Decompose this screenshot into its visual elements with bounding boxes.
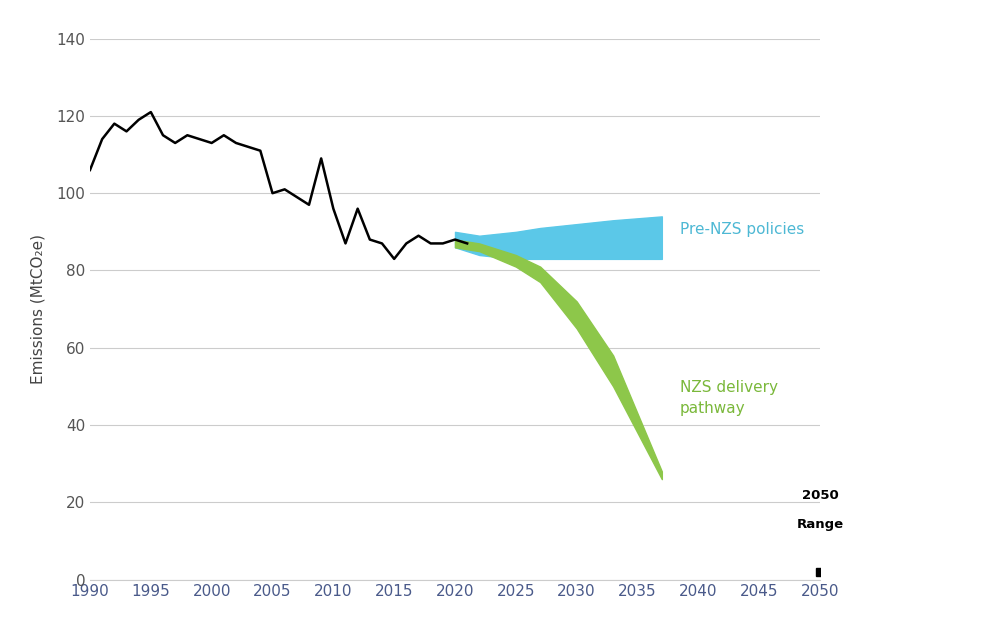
- Y-axis label: Emissions (MtCO₂e): Emissions (MtCO₂e): [30, 234, 45, 384]
- Text: Pre-NZS policies: Pre-NZS policies: [680, 222, 804, 238]
- Text: 2050: 2050: [802, 489, 838, 502]
- Text: Range: Range: [796, 518, 844, 531]
- Text: NZS delivery
pathway: NZS delivery pathway: [680, 380, 778, 416]
